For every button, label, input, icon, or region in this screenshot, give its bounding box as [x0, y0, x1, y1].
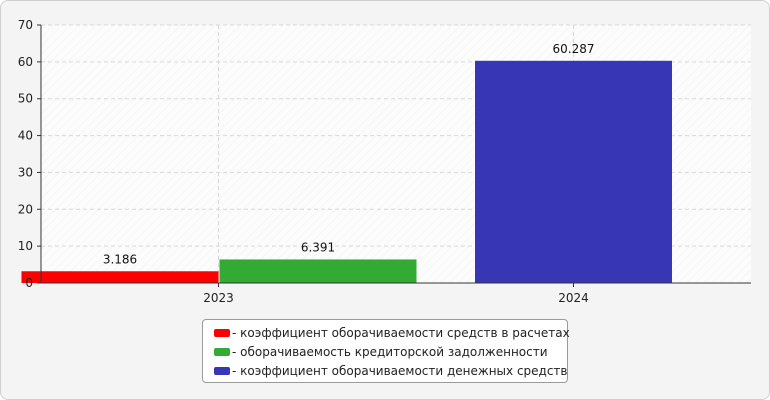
bar: [219, 259, 417, 283]
legend-label: - оборачиваемость кредиторской задолженн…: [232, 344, 548, 359]
y-tick-labels: 0 10 20 30 40 50 60 70: [18, 18, 33, 290]
legend-item: - коэффициент оборачиваемости средств в …: [214, 323, 570, 342]
axes: [37, 24, 751, 287]
legend-label: - коэффициент оборачиваемости денежных с…: [232, 363, 568, 378]
y-tick-label: 60: [18, 55, 33, 69]
legend: - коэффициент оборачиваемости средств в …: [202, 319, 570, 383]
legend-item: - оборачиваемость кредиторской задолженн…: [214, 342, 567, 361]
bar-chart: 0 10 20 30 40 50 60 70 2023 2024 3.186 6.391 60.28…: [18, 18, 751, 305]
y-tick-label: 50: [18, 92, 33, 106]
data-label: 60.287: [553, 42, 595, 56]
legend-item: - коэффициент оборачиваемости денежных с…: [214, 361, 568, 380]
bars-group: [21, 60, 672, 283]
y-tick-label: 40: [18, 129, 33, 143]
bar: [475, 60, 672, 283]
x-tick-label: 2024: [558, 291, 589, 305]
y-tick-label: 10: [18, 239, 33, 253]
data-label: 6.391: [301, 240, 335, 254]
legend-swatch: [214, 347, 230, 356]
y-tick-label: 30: [18, 165, 33, 179]
y-tick-label: 0: [25, 276, 33, 290]
x-tick-labels: 2023 2024: [203, 291, 589, 305]
y-tick-label: 20: [18, 202, 33, 216]
x-tick-label: 2023: [203, 291, 234, 305]
data-label: 3.186: [103, 252, 137, 266]
legend-swatch: [214, 366, 230, 375]
y-tick-label: 70: [18, 18, 33, 32]
bar: [21, 271, 219, 283]
data-labels: 3.186 6.391 60.287: [103, 42, 595, 266]
legend-swatch: [214, 328, 230, 337]
legend-label: - коэффициент оборачиваемости средств в …: [232, 325, 570, 340]
